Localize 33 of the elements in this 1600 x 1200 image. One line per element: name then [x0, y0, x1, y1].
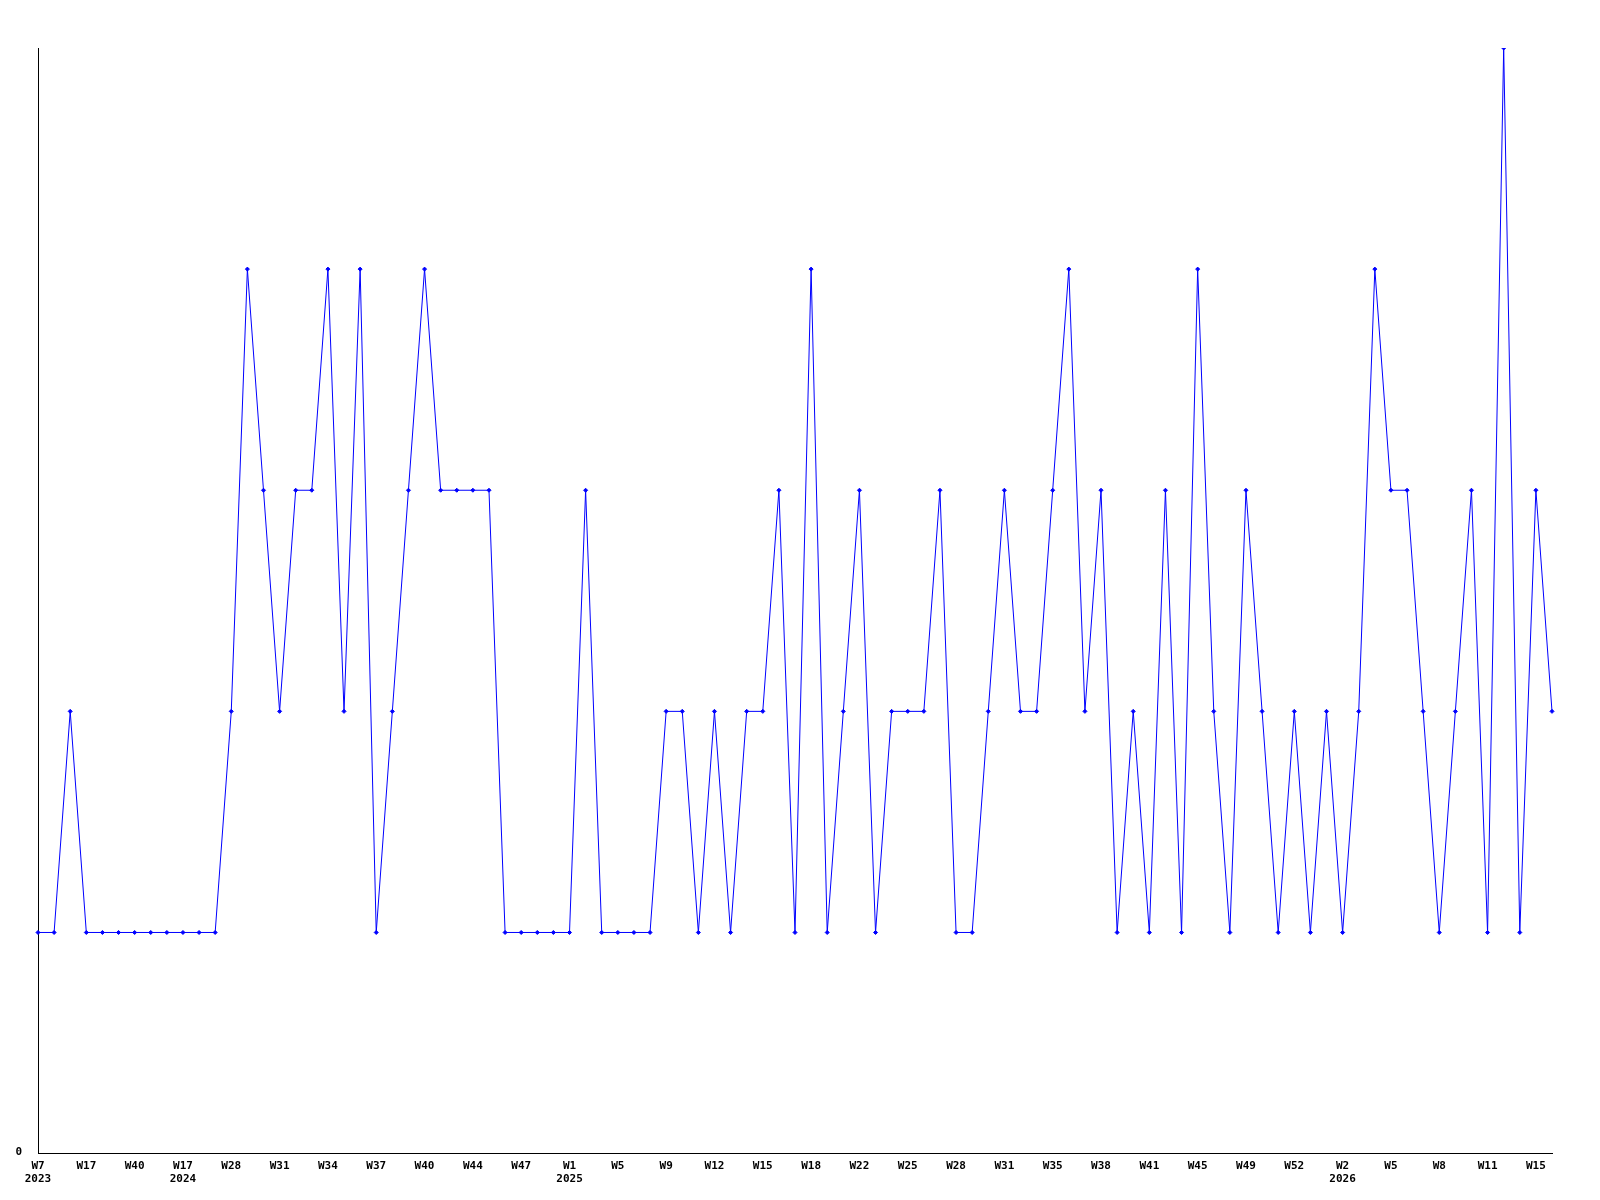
x-tick-label: W31 — [269, 1159, 290, 1173]
x-tick-label: W41 — [1139, 1159, 1160, 1173]
x-tick-label: W25 — [897, 1159, 918, 1173]
x-tick-label: W11 — [1477, 1159, 1498, 1173]
x-tick-label: W31 — [994, 1159, 1015, 1173]
x-tick-label: W52 — [1284, 1159, 1305, 1173]
x-tick-label: W35 — [1042, 1159, 1063, 1173]
x-tick-label: W18 — [801, 1159, 822, 1173]
x-tick-label: W5 — [611, 1159, 625, 1173]
x-tick-label: W7 2023 — [24, 1159, 52, 1186]
x-tick-label: W22 — [849, 1159, 870, 1173]
text: 0 — [15, 1144, 22, 1158]
x-tick-label: W28 — [946, 1159, 966, 1173]
x-tick-label: W12 — [704, 1159, 725, 1173]
x-tick-label: W44 — [462, 1159, 484, 1173]
x-tick-label: W8 — [1432, 1159, 1446, 1173]
x-tick-label: W1 2025 — [556, 1159, 583, 1186]
x-tick-label: W17 2024 — [169, 1159, 197, 1186]
x-tick-label: W5 — [1384, 1159, 1398, 1173]
x-tick-label: W2 2026 — [1329, 1159, 1357, 1186]
x-tick-label: W34 — [317, 1159, 339, 1173]
x-tick-label: W17 — [76, 1159, 97, 1173]
x-tick-label: W40 — [124, 1159, 145, 1173]
x-tick-label: W9 — [659, 1159, 673, 1173]
x-tick-label: W45 — [1187, 1159, 1208, 1173]
x-tick-label: W38 — [1091, 1159, 1111, 1173]
x-tick-label: W49 — [1236, 1159, 1256, 1173]
x-tick-label: W47 — [511, 1159, 532, 1173]
x-tick-label: W37 — [366, 1159, 387, 1173]
x-tick-label: W15 — [752, 1159, 773, 1173]
x-tick-label: W40 — [414, 1159, 435, 1173]
x-tick-label: W15 — [1525, 1159, 1546, 1173]
x-tick-label: W28 — [221, 1159, 242, 1173]
